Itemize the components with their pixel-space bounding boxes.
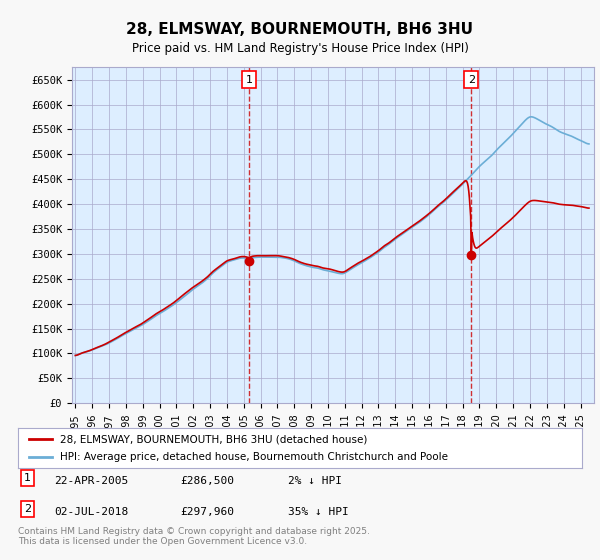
Text: HPI: Average price, detached house, Bournemouth Christchurch and Poole: HPI: Average price, detached house, Bour… [60,451,448,461]
Text: 22-APR-2005: 22-APR-2005 [54,476,128,486]
Text: 28, ELMSWAY, BOURNEMOUTH, BH6 3HU (detached house): 28, ELMSWAY, BOURNEMOUTH, BH6 3HU (detac… [60,435,368,445]
Text: 02-JUL-2018: 02-JUL-2018 [54,507,128,517]
Text: £286,500: £286,500 [180,476,234,486]
Text: 35% ↓ HPI: 35% ↓ HPI [288,507,349,517]
Text: 1: 1 [245,74,253,85]
Text: 28, ELMSWAY, BOURNEMOUTH, BH6 3HU: 28, ELMSWAY, BOURNEMOUTH, BH6 3HU [127,22,473,38]
Text: 1: 1 [24,473,31,483]
Text: Contains HM Land Registry data © Crown copyright and database right 2025.
This d: Contains HM Land Registry data © Crown c… [18,526,370,546]
Text: 2: 2 [468,74,475,85]
Text: 2: 2 [24,504,31,514]
Text: Price paid vs. HM Land Registry's House Price Index (HPI): Price paid vs. HM Land Registry's House … [131,42,469,55]
Text: £297,960: £297,960 [180,507,234,517]
Text: 2% ↓ HPI: 2% ↓ HPI [288,476,342,486]
